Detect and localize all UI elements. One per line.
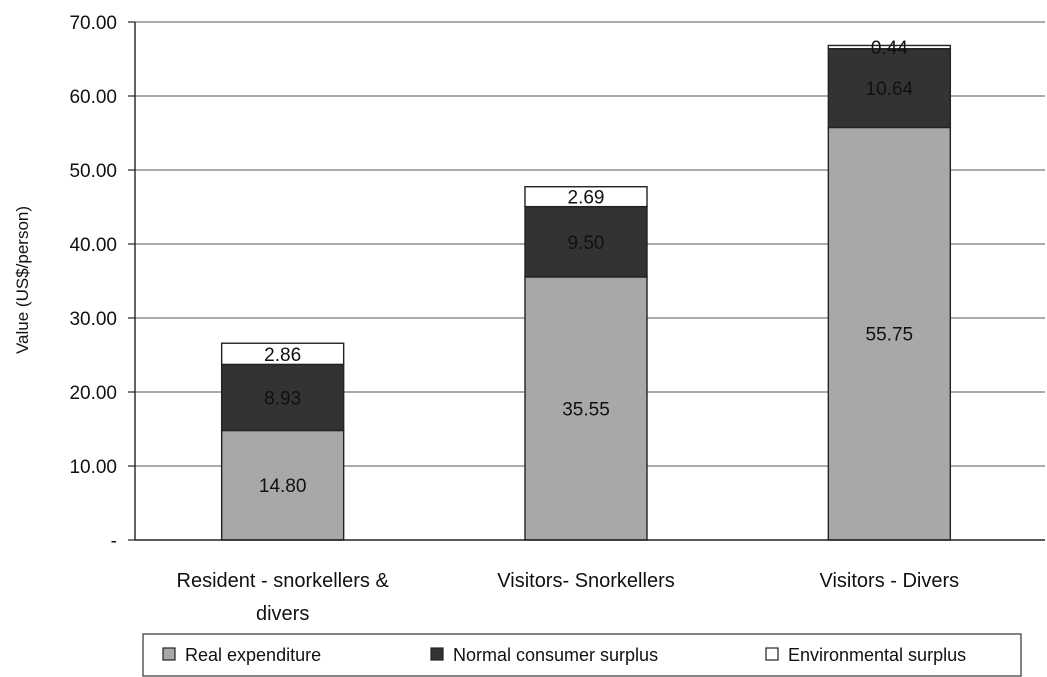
legend-box bbox=[142, 633, 1022, 677]
y-tick-label: 30.00 bbox=[69, 309, 117, 330]
bars bbox=[220, 44, 952, 541]
category-labels: Resident - snorkellers & divers Visitors- … bbox=[177, 570, 960, 625]
y-axis-title: Value (US$/person) bbox=[13, 206, 32, 354]
data-label: 8.93 bbox=[264, 388, 301, 409]
bar-segment bbox=[220, 363, 345, 432]
data-label: 0.44 bbox=[871, 38, 908, 59]
data-label: 2.86 bbox=[264, 345, 301, 366]
bar-segment bbox=[827, 48, 952, 129]
bar-segment bbox=[220, 429, 345, 541]
category-label: Visitors- Snorkellers bbox=[497, 570, 674, 592]
legend-label: Environmental surplus bbox=[788, 645, 966, 665]
category-label: divers bbox=[256, 603, 309, 625]
bar-segment bbox=[524, 186, 648, 208]
legend-swatch bbox=[765, 647, 779, 661]
y-tick-label: 60.00 bbox=[69, 87, 117, 108]
data-label: 14.80 bbox=[259, 476, 307, 497]
legend-swatch bbox=[430, 647, 444, 661]
legend-label: Normal consumer surplus bbox=[453, 645, 658, 665]
y-tick-label: 40.00 bbox=[69, 235, 117, 256]
legend-items: Real expenditure Normal consumer surplus E… bbox=[162, 645, 966, 665]
legend-swatch bbox=[162, 647, 176, 661]
y-axis-ticks: - 10.00 20.00 30.00 40.00 50.00 60.00 70.00 bbox=[69, 13, 135, 552]
bar-segment bbox=[220, 342, 345, 366]
legend-label: Real expenditure bbox=[185, 645, 321, 665]
y-tick-label: 70.00 bbox=[69, 13, 117, 34]
bar-segment bbox=[524, 205, 648, 278]
data-label: 10.64 bbox=[866, 79, 914, 100]
y-tick-label: 50.00 bbox=[69, 161, 117, 182]
data-label: 35.55 bbox=[562, 399, 610, 420]
bar-segment bbox=[827, 44, 952, 50]
data-labels: 14.80 8.93 2.86 35.55 9.50 2.69 55.75 10.64 0.44 bbox=[259, 38, 914, 497]
legend: Real expenditure Normal consumer surplus E… bbox=[142, 633, 1022, 677]
category-label: Resident - snorkellers & bbox=[177, 570, 390, 592]
y-tick-label: 10.00 bbox=[69, 457, 117, 478]
bar-segment bbox=[827, 126, 952, 541]
data-label: 55.75 bbox=[866, 325, 914, 346]
category-label: Visitors - Divers bbox=[820, 570, 960, 592]
y-tick-label: - bbox=[111, 531, 117, 552]
axes bbox=[134, 22, 1045, 541]
data-label: 2.69 bbox=[568, 188, 605, 209]
y-tick-label: 20.00 bbox=[69, 383, 117, 404]
data-label: 9.50 bbox=[568, 233, 605, 254]
